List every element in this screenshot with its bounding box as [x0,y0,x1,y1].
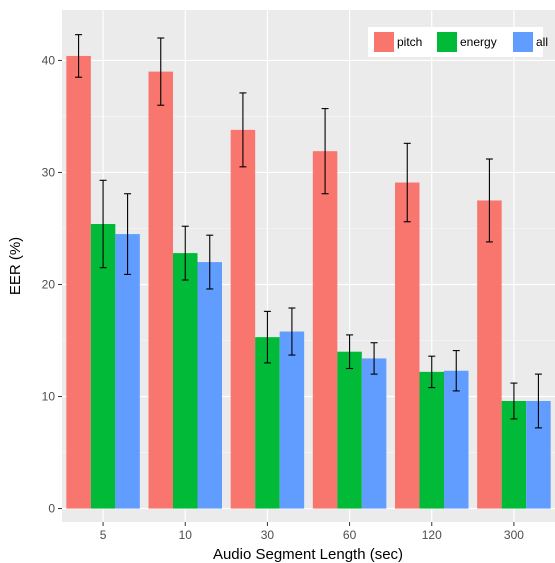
legend-key-all [513,32,533,52]
bar-energy-30 [255,337,280,509]
bar-pitch-10 [148,71,173,509]
error-bar-pitch-30 [239,92,247,168]
legend-key-energy [437,32,457,52]
error-bar-energy-10 [181,225,189,281]
bar-energy-120 [419,371,444,509]
y-tick-label: 10 [42,390,56,404]
plot-panel [62,10,555,522]
x-tick-label: 120 [422,528,442,542]
y-tick-label: 20 [42,277,56,291]
x-axis-title: Audio Segment Length (sec) [213,546,403,563]
error-bar-energy-120 [428,355,436,389]
legend-key-pitch [374,32,394,52]
error-bar-all-5 [124,193,132,275]
x-tick-label: 300 [504,528,524,542]
bar-pitch-120 [395,182,420,509]
bar-pitch-60 [312,151,338,509]
x-tick-label: 60 [343,528,357,542]
bar-all-120 [444,370,469,509]
error-bar-energy-300 [510,382,518,420]
x-tick-label: 10 [179,528,193,542]
error-bar-pitch-5 [75,34,83,78]
bar-all-10 [197,262,222,509]
bars [66,55,551,509]
y-tick-label: 40 [42,53,56,67]
y-axis-title: EER (%) [7,237,24,295]
bar-energy-60 [337,351,362,509]
legend-label-energy: energy [460,35,497,49]
bar-energy-10 [173,253,198,509]
error-bar-all-30 [288,307,296,356]
x-tick-label: 5 [100,528,107,542]
bar-pitch-300 [477,200,502,509]
legend: pitch energy all [368,27,548,57]
error-bar-energy-5 [99,179,107,269]
legend-label-pitch: pitch [397,35,422,49]
error-bar-pitch-120 [403,142,411,223]
bar-all-30 [279,331,305,509]
y-tick-label: 30 [42,165,56,179]
error-bar-all-10 [206,234,214,290]
error-bar-pitch-10 [157,37,165,106]
bar-pitch-5 [66,55,91,509]
x-axis-ticks: 5 10 30 60 120 300 [100,522,524,542]
grid-minor [62,116,555,453]
error-bar-energy-60 [346,334,354,370]
bar-pitch-30 [230,129,256,509]
error-bar-all-120 [452,350,460,392]
bar-all-60 [361,358,387,509]
error-bar-pitch-60 [321,108,329,195]
bar-energy-5 [90,223,116,509]
error-bars [75,34,542,429]
bar-all-5 [115,234,140,509]
y-tick-label: 0 [48,502,55,516]
y-axis-ticks: 0 10 20 30 40 [42,53,62,516]
error-bar-energy-30 [263,310,271,364]
error-bar-all-60 [370,342,378,375]
legend-label-all: all [536,35,548,49]
error-bar-pitch-300 [485,158,493,243]
x-tick-label: 30 [261,528,275,542]
error-bar-all-300 [534,373,542,429]
